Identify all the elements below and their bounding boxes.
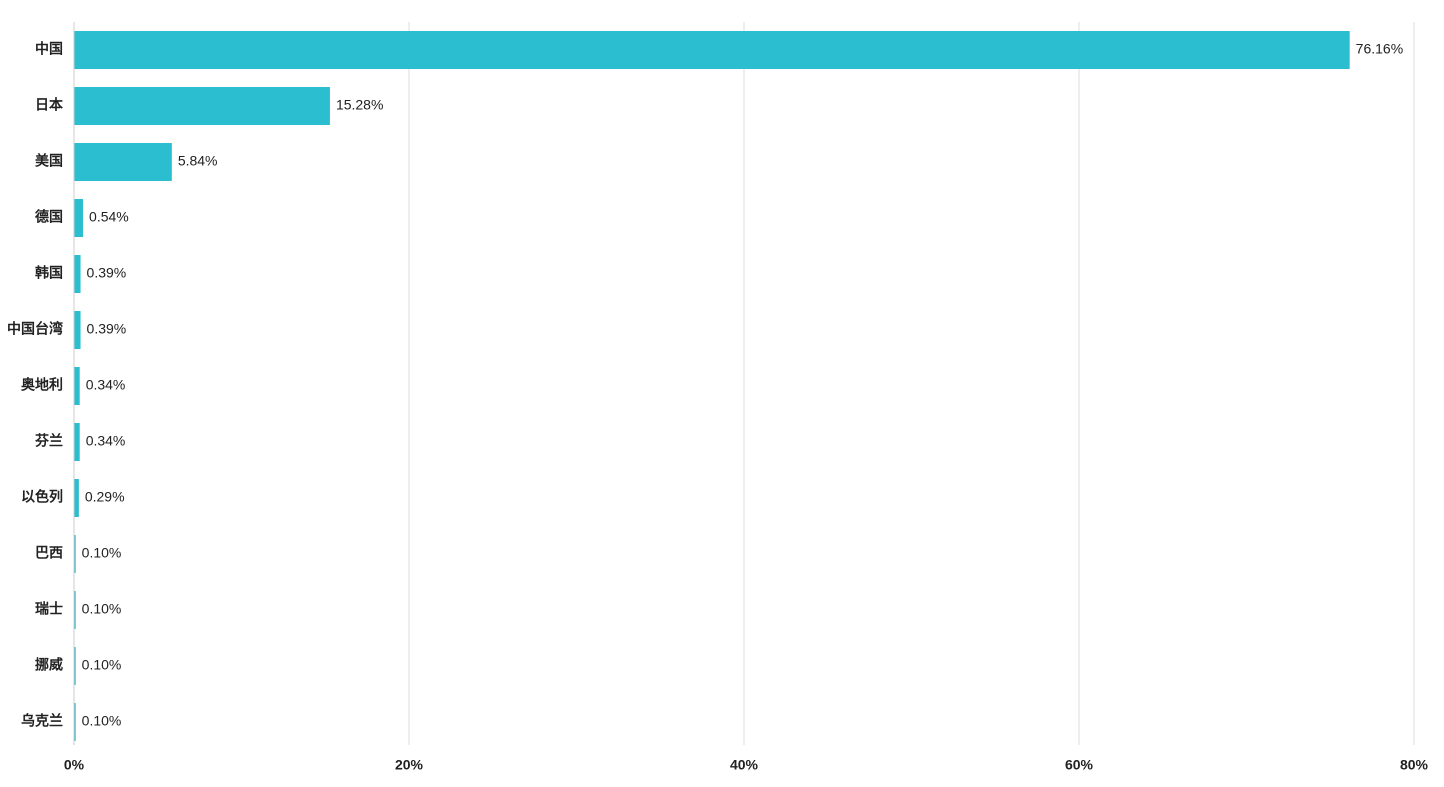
bar bbox=[74, 535, 76, 573]
bar bbox=[74, 87, 330, 125]
y-tick-label: 中国台湾 bbox=[7, 321, 63, 337]
value-label: 0.10% bbox=[82, 713, 122, 729]
bar bbox=[74, 591, 76, 629]
value-label: 0.54% bbox=[89, 209, 129, 225]
x-tick-label: 20% bbox=[395, 757, 424, 773]
y-tick-label: 瑞士 bbox=[35, 601, 63, 617]
value-label: 0.39% bbox=[87, 265, 127, 281]
value-label: 0.34% bbox=[86, 433, 126, 449]
y-tick-label: 日本 bbox=[35, 97, 64, 113]
y-tick-label: 巴西 bbox=[35, 545, 63, 561]
y-tick-label: 乌克兰 bbox=[21, 713, 63, 729]
y-tick-label: 韩国 bbox=[35, 265, 63, 281]
value-label: 0.10% bbox=[82, 545, 122, 561]
x-tick-label: 40% bbox=[730, 757, 759, 773]
bar bbox=[74, 143, 172, 181]
bar bbox=[74, 199, 84, 237]
bar bbox=[74, 367, 80, 405]
bar bbox=[74, 479, 79, 517]
bar bbox=[74, 647, 76, 685]
value-label: 0.10% bbox=[82, 657, 122, 673]
value-label: 0.29% bbox=[85, 489, 125, 505]
value-label: 5.84% bbox=[178, 153, 218, 169]
y-tick-label: 挪威 bbox=[35, 657, 63, 673]
bar bbox=[74, 423, 80, 461]
value-label: 15.28% bbox=[336, 97, 383, 113]
value-label: 0.10% bbox=[82, 601, 122, 617]
bar bbox=[74, 703, 76, 741]
bar bbox=[74, 31, 1350, 69]
y-tick-label: 美国 bbox=[35, 153, 63, 169]
y-tick-label: 芬兰 bbox=[34, 433, 63, 449]
x-tick-label: 60% bbox=[1065, 757, 1094, 773]
y-tick-label: 奥地利 bbox=[21, 377, 63, 393]
y-tick-label: 以色列 bbox=[21, 489, 63, 505]
bar bbox=[74, 255, 81, 293]
y-tick-label: 德国 bbox=[35, 209, 63, 225]
bar bbox=[74, 311, 81, 349]
value-label: 0.39% bbox=[87, 321, 127, 337]
value-label: 76.16% bbox=[1356, 41, 1403, 57]
y-tick-label: 中国 bbox=[35, 41, 63, 57]
value-label: 0.34% bbox=[86, 377, 126, 393]
x-tick-label: 80% bbox=[1400, 757, 1429, 773]
x-tick-label: 0% bbox=[64, 757, 85, 773]
